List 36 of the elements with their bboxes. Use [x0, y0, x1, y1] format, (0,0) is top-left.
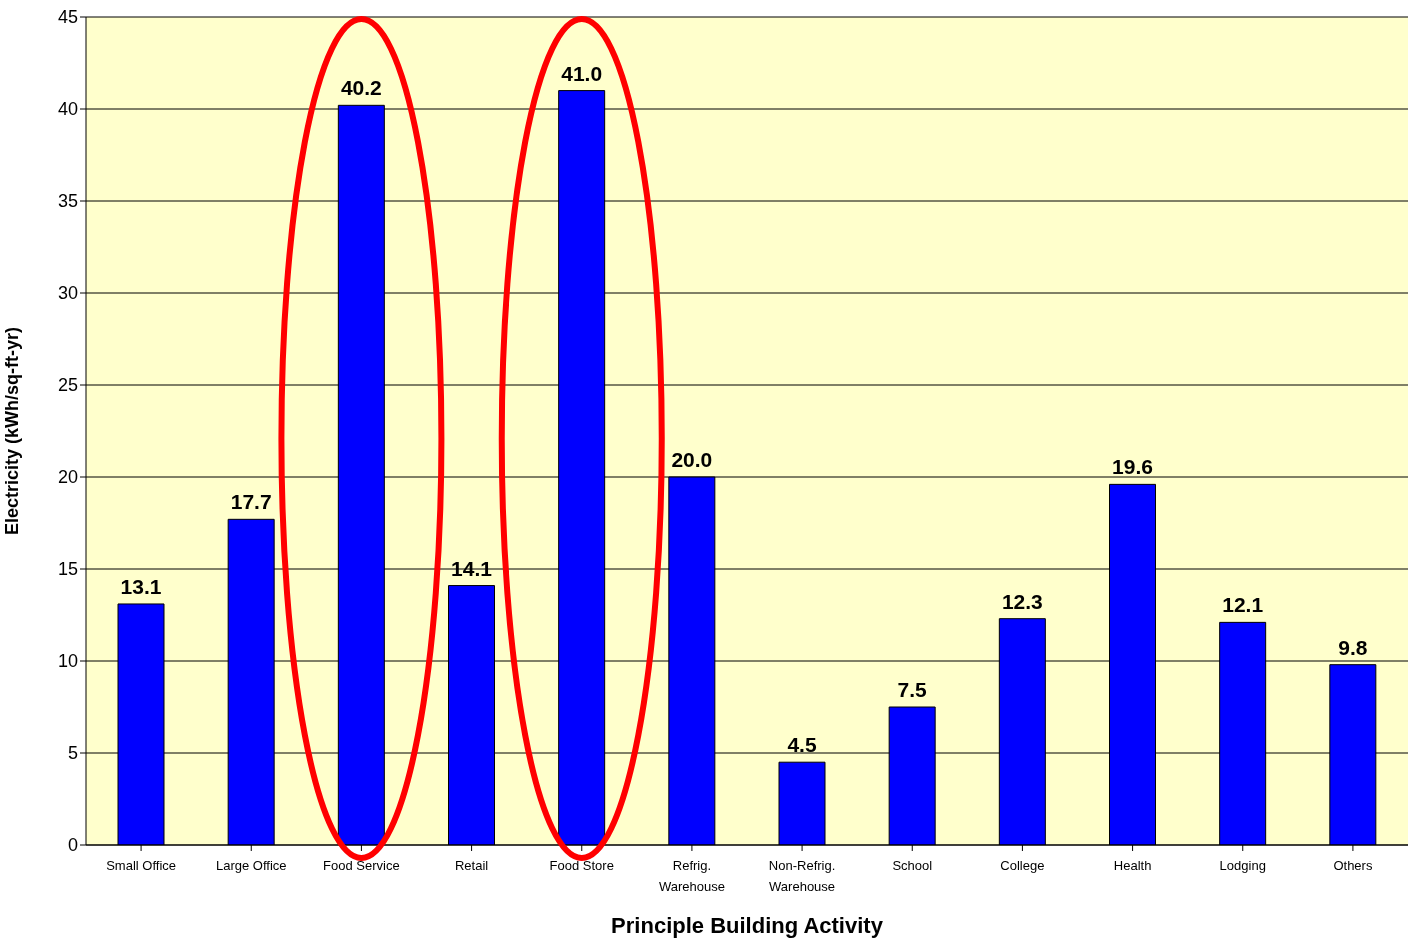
data-label: 4.5	[787, 733, 817, 757]
x-tick-label: Retail	[454, 858, 489, 874]
x-tick-label: School	[892, 858, 933, 874]
x-tick-label: Food Service	[323, 858, 400, 874]
y-tick-label: 30	[57, 283, 78, 304]
data-label: 41.0	[561, 61, 603, 85]
x-tick-label: Small Office	[106, 858, 177, 874]
data-label: 13.1	[120, 574, 162, 598]
data-label: 7.5	[897, 678, 928, 701]
x-tick-label: Health	[1113, 858, 1152, 874]
y-tick-label: 45	[57, 7, 78, 28]
x-axis-title: Principle Building Activity	[611, 913, 884, 938]
data-label: 19.6	[1112, 455, 1153, 479]
y-tick-label: 25	[57, 375, 78, 396]
data-label: 12.3	[1001, 589, 1043, 613]
x-tick-label: College	[1000, 858, 1045, 874]
y-axis-title: Electricity (kWh/sq-ft-yr)	[2, 326, 23, 536]
x-tick-label: Refrig. Warehouse	[658, 858, 725, 895]
y-tick-label: 15	[57, 559, 78, 580]
data-label: 40.2	[340, 76, 382, 100]
x-tick-label: Others	[1333, 858, 1373, 874]
x-tick-label: Lodging	[1219, 858, 1266, 874]
y-tick-label: 35	[57, 191, 78, 212]
x-tick-label: Non-Refrig. Warehouse	[768, 858, 836, 895]
data-label: 14.1	[451, 556, 493, 580]
data-label: 9.8	[1338, 635, 1368, 659]
data-label: 12.1	[1222, 593, 1264, 617]
x-tick-label: Food Store	[549, 858, 614, 874]
y-tick-label: 20	[57, 467, 78, 488]
y-tick-label: 5	[67, 743, 78, 764]
y-tick-label: 0	[67, 835, 78, 856]
y-tick-label: 10	[57, 651, 78, 672]
x-tick-label: Large Office	[215, 858, 287, 874]
data-label: 17.7	[230, 490, 272, 514]
data-label: 20.0	[671, 448, 713, 471]
y-tick-label: 40	[57, 99, 78, 120]
